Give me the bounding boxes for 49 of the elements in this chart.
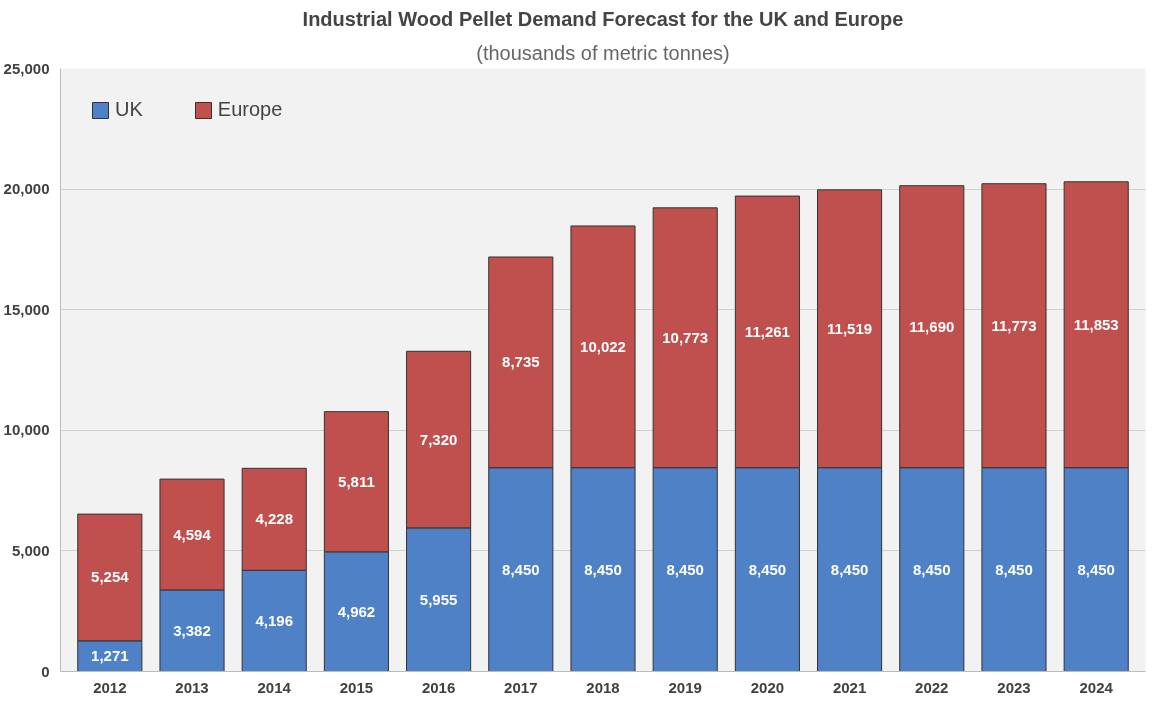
x-tick-label: 2015 [339,678,374,696]
data-label: 8,450 [666,560,704,578]
data-label: 11,519 [827,319,873,337]
data-label: 8,450 [995,560,1033,578]
data-label: 8,450 [913,560,951,578]
chart-subtitle: (thousands of metric tonnes) [476,41,730,64]
data-label: 8,735 [502,353,540,371]
chart-title: Industrial Wood Pellet Demand Forecast for the UK and Europe [302,7,904,30]
data-label: 4,228 [255,510,293,528]
x-tick-label: 2020 [750,678,785,696]
data-label: 3,382 [173,621,211,639]
x-tick-label: 2014 [257,678,292,696]
data-label: 7,320 [419,430,458,448]
y-tick-label: 20,000 [3,180,50,198]
data-label: 5,254 [91,568,130,586]
x-tick-label: 2021 [832,678,867,696]
data-label: 8,450 [748,560,787,578]
data-label: 10,773 [662,328,709,346]
y-tick-label: 5,000 [11,541,50,559]
data-label: 4,594 [173,525,212,543]
data-label: 11,773 [991,316,1037,334]
data-label: 8,450 [584,560,622,578]
x-tick-label: 2013 [175,678,209,696]
x-tick-label: 2016 [421,678,456,696]
x-tick-label: 2019 [668,678,702,696]
x-tick-label: 2012 [93,678,127,696]
y-tick-label: 15,000 [3,300,50,318]
data-label: 4,196 [255,611,293,629]
x-tick-label: 2023 [997,678,1031,696]
data-label: 4,962 [337,602,376,620]
data-label: 5,811 [338,472,375,490]
data-label: 8,450 [830,560,869,578]
legend-label: UK [115,98,143,121]
data-label: 5,955 [419,590,458,608]
y-tick-label: 25,000 [3,59,50,77]
data-label: 11,853 [1073,315,1119,333]
x-tick-label: 2022 [915,678,949,696]
data-label: 8,450 [1077,560,1115,578]
data-label: 10,022 [580,337,626,355]
data-label: 1,271 [91,647,129,665]
data-label: 11,261 [744,322,790,340]
y-tick-label: 10,000 [3,421,50,439]
y-tick-label: 0 [41,662,50,680]
data-label: 11,690 [909,317,955,335]
data-label: 8,450 [502,560,540,578]
legend-label: Europe [217,98,283,121]
x-tick-label: 2017 [504,678,538,696]
x-tick-label: 2024 [1079,678,1114,696]
x-tick-label: 2018 [586,678,620,696]
